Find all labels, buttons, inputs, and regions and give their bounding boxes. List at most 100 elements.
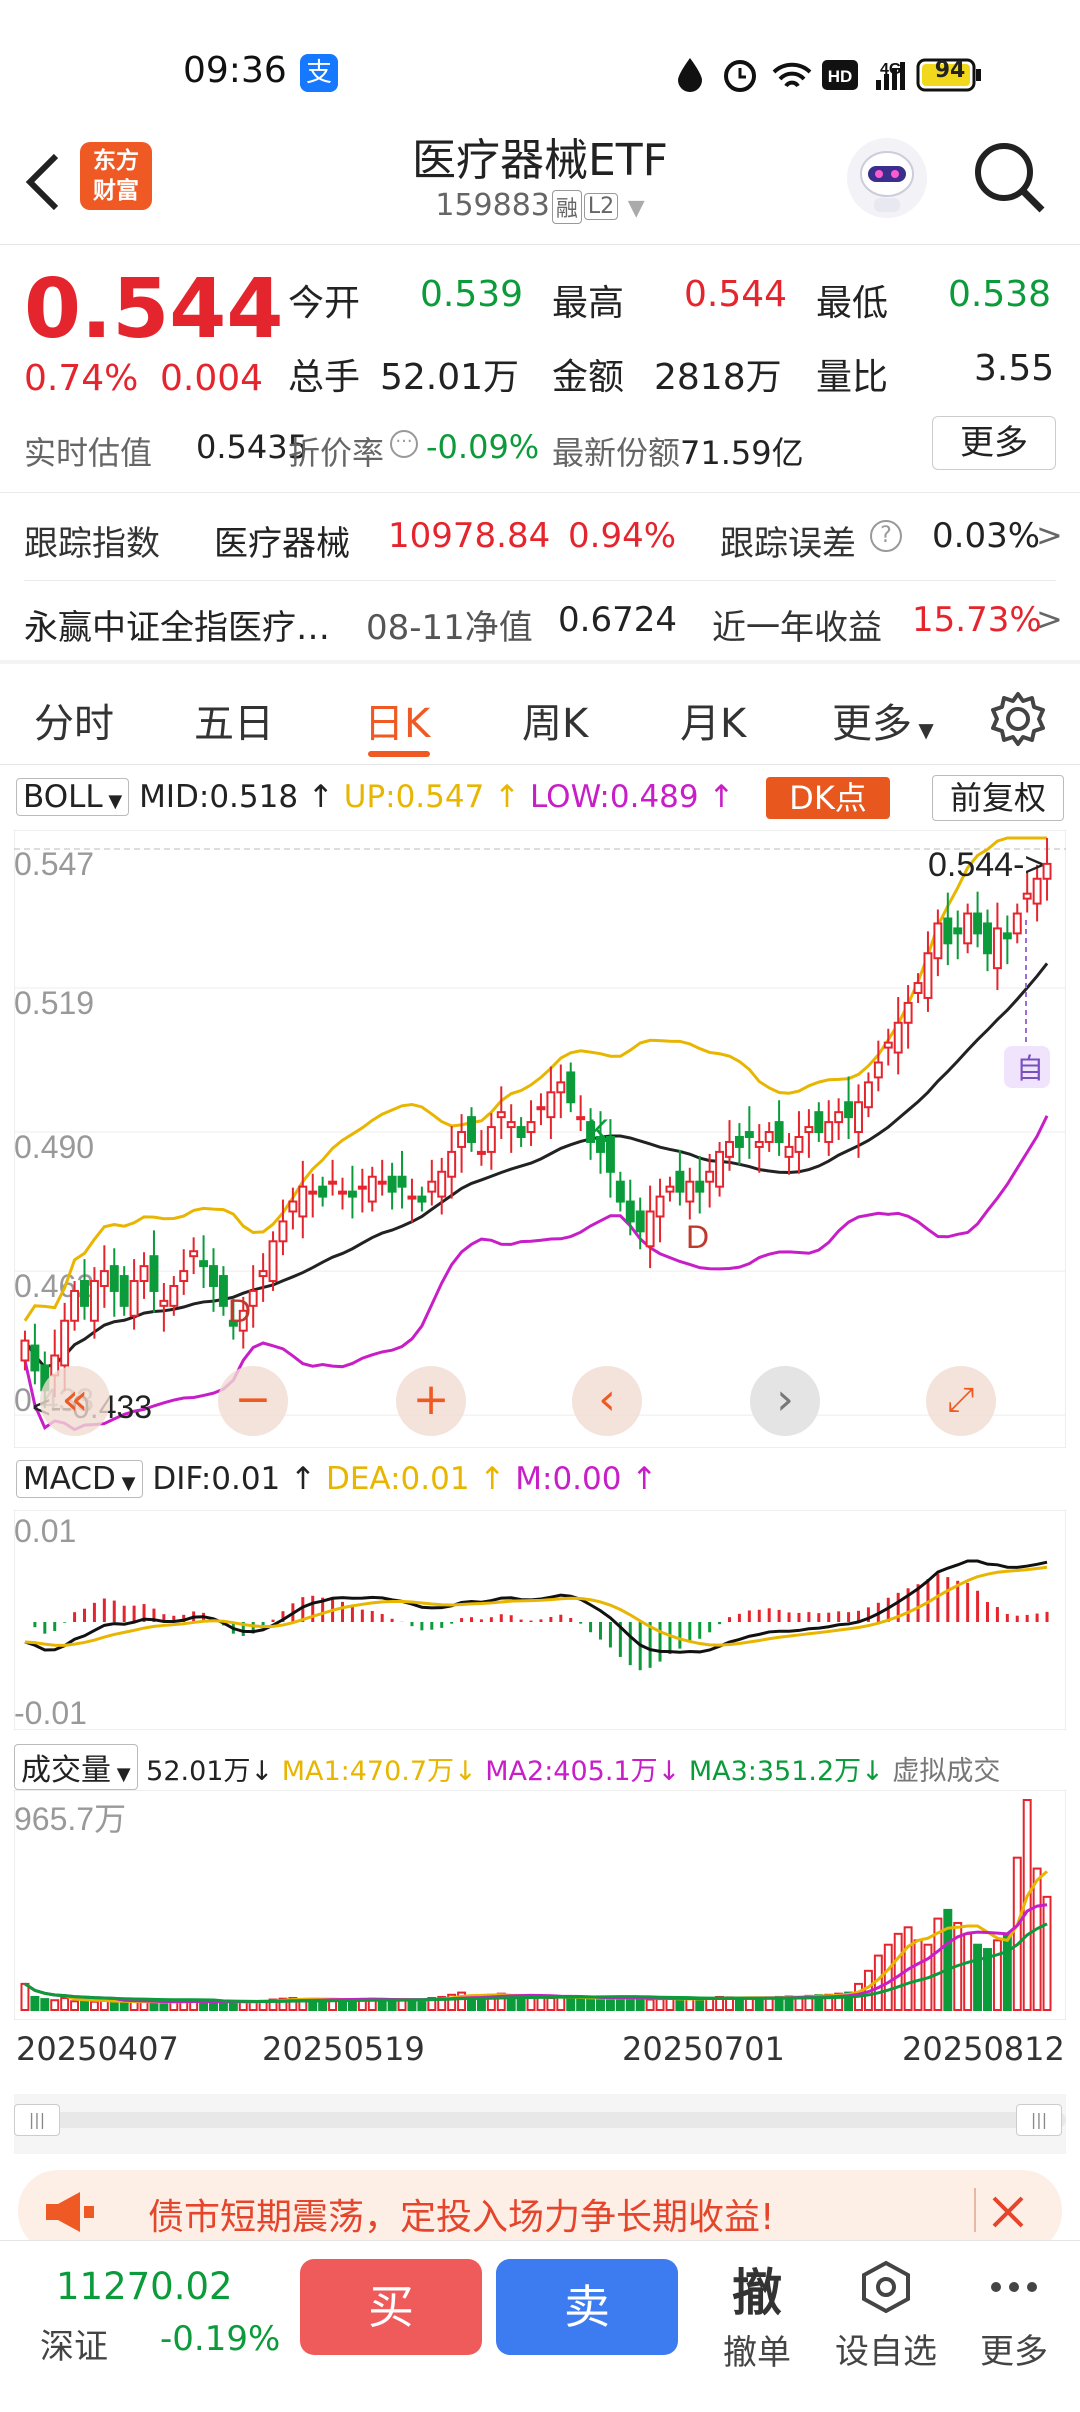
volume-bar xyxy=(278,1997,288,2012)
macd-dif: DIF:0.01 xyxy=(152,1461,281,1497)
sell-button[interactable]: 卖 xyxy=(496,2259,678,2355)
candle xyxy=(685,1180,695,1203)
volume-bar xyxy=(695,1998,705,2011)
indicator-select-volume[interactable]: 成交量 ▼ xyxy=(14,1744,138,1790)
search-icon[interactable] xyxy=(972,140,1048,216)
d-marker: D xyxy=(228,1293,251,1329)
candle xyxy=(218,1275,228,1307)
double-left-icon[interactable]: « xyxy=(40,1366,110,1436)
volume-bar xyxy=(566,1996,576,2011)
candle xyxy=(744,1131,754,1139)
candle xyxy=(903,1001,913,1024)
help-icon[interactable]: ? xyxy=(870,520,902,552)
discount-value: -0.09% xyxy=(426,428,540,466)
more-menu-button[interactable]: 更多 xyxy=(972,2259,1056,2373)
candle xyxy=(695,1180,705,1193)
volume-chart[interactable]: 965.7万 xyxy=(14,1790,1066,2020)
app-logo[interactable]: 东方 财富 xyxy=(80,142,152,210)
tracking-error-value: 0.03% xyxy=(932,516,1041,556)
more-button[interactable]: 更多 xyxy=(932,416,1056,470)
stock-code-line[interactable]: 159883 融 L2 ▼ xyxy=(0,188,1080,224)
scroll-handle-right[interactable]: ||| xyxy=(1016,2104,1062,2136)
zoom-in-icon[interactable]: + xyxy=(396,1366,466,1436)
tab-daily-k[interactable]: 日K xyxy=(364,701,431,747)
close-icon[interactable] xyxy=(988,2192,1028,2232)
candle xyxy=(586,1121,596,1143)
status-icons: HD 4G xyxy=(678,58,981,92)
candle xyxy=(655,1195,665,1218)
open-value: 0.539 xyxy=(420,274,524,315)
volume-bar xyxy=(883,1943,893,2011)
fullscreen-icon[interactable]: ⤢ xyxy=(926,1366,996,1436)
macd-dea: DEA:0.01 xyxy=(325,1461,470,1497)
chevron-left-icon[interactable]: ‹ xyxy=(572,1366,642,1436)
volume-bar xyxy=(973,1943,983,2011)
volume-bar xyxy=(40,1998,50,2011)
candle xyxy=(883,1041,893,1049)
back-icon[interactable] xyxy=(20,150,64,214)
candle xyxy=(476,1150,486,1155)
macd-chart[interactable]: 0.01 -0.01 xyxy=(14,1510,1066,1730)
boll-low-line xyxy=(23,1115,1049,1432)
volume-ma2: MA2:405.1万 xyxy=(485,1756,658,1787)
buy-button[interactable]: 买 xyxy=(300,2259,482,2355)
tab-five-day[interactable]: 五日 xyxy=(194,701,274,747)
candle xyxy=(30,1344,40,1372)
volume-value: 52.01万 xyxy=(380,357,520,398)
tracking-error-label: 跟踪误差 xyxy=(720,524,856,564)
volume-bar xyxy=(149,2001,159,2011)
date-label: 20250407 xyxy=(16,2030,179,2068)
tracking-index-pct: 0.94% xyxy=(568,516,677,556)
index-value: 11270.02 xyxy=(56,2265,233,2308)
range-scrollbar[interactable] xyxy=(14,2112,1066,2128)
tab-intraday[interactable]: 分时 xyxy=(34,701,114,747)
candle xyxy=(457,1131,467,1148)
chevron-right-icon: > xyxy=(1036,516,1063,554)
chevron-right-icon[interactable]: › xyxy=(750,1366,820,1436)
add-favorite-button[interactable]: 设自选 xyxy=(828,2259,944,2373)
volume-bar xyxy=(933,1917,943,2012)
settings-gear-icon[interactable] xyxy=(990,691,1046,747)
cancel-order-icon: 撤 xyxy=(732,2264,782,2322)
zoom-out-icon[interactable]: − xyxy=(218,1366,288,1436)
volume-bar xyxy=(407,1999,417,2011)
battery-level: 94 xyxy=(934,58,966,83)
return-label: 近一年收益 xyxy=(712,608,882,648)
cancel-order-button[interactable]: 撤 撤单 xyxy=(712,2253,802,2374)
divider xyxy=(24,580,1056,581)
volume-bar xyxy=(447,1993,457,2012)
scroll-handle-left[interactable]: ||| xyxy=(14,2104,60,2136)
indicator-select-boll[interactable]: BOLL ▼ xyxy=(16,778,130,816)
candle xyxy=(278,1220,288,1243)
candle xyxy=(1032,877,1042,905)
cancel-order-label: 撤单 xyxy=(723,2333,791,2373)
boll-up-line xyxy=(23,836,1048,1322)
d-marker: D xyxy=(686,1219,709,1255)
divider xyxy=(0,492,1080,493)
robot-avatar-icon[interactable] xyxy=(844,136,930,220)
more-dots-icon[interactable]: ··· xyxy=(390,430,418,458)
candle xyxy=(338,1190,347,1195)
candle xyxy=(367,1175,377,1203)
volume-bar xyxy=(675,1997,685,2012)
candle xyxy=(70,1289,80,1322)
candle xyxy=(784,1145,794,1158)
indicator-select-macd[interactable]: MACD ▼ xyxy=(16,1460,143,1498)
tab-weekly-k[interactable]: 周K xyxy=(522,701,589,747)
volume-bar xyxy=(228,2001,238,2012)
shares-label: 最新份额 xyxy=(552,434,681,472)
macd-legend: MACD ▼ DIF:0.01 ↑ DEA:0.01 ↑ M:0.00 ↑ xyxy=(16,1460,657,1498)
tab-monthly-k[interactable]: 月K xyxy=(680,701,747,747)
adjust-button[interactable]: 前复权 xyxy=(932,775,1064,821)
volume-label: 总手 xyxy=(288,357,361,398)
tab-more[interactable]: 更多 ▼ xyxy=(832,701,934,747)
promo-banner[interactable]: 债市短期震荡，定投入场力争长期收益! xyxy=(18,2170,1062,2252)
bottom-toolbar: 11270.02 深证 -0.19% 买 卖 撤 撤单 设自选 更多 xyxy=(0,2240,1080,2412)
more-dots-icon xyxy=(991,2282,1037,2292)
k-line-chart[interactable]: 0.5470.5190.4900.4620.4330.544-><--0.433… xyxy=(14,830,1066,1448)
dk-point-button[interactable]: DK点 xyxy=(766,777,890,819)
candle xyxy=(238,1309,248,1332)
y-tick-label: 0.01 xyxy=(14,1513,76,1549)
candle xyxy=(566,1071,576,1104)
volume-bar xyxy=(992,1939,1002,2012)
